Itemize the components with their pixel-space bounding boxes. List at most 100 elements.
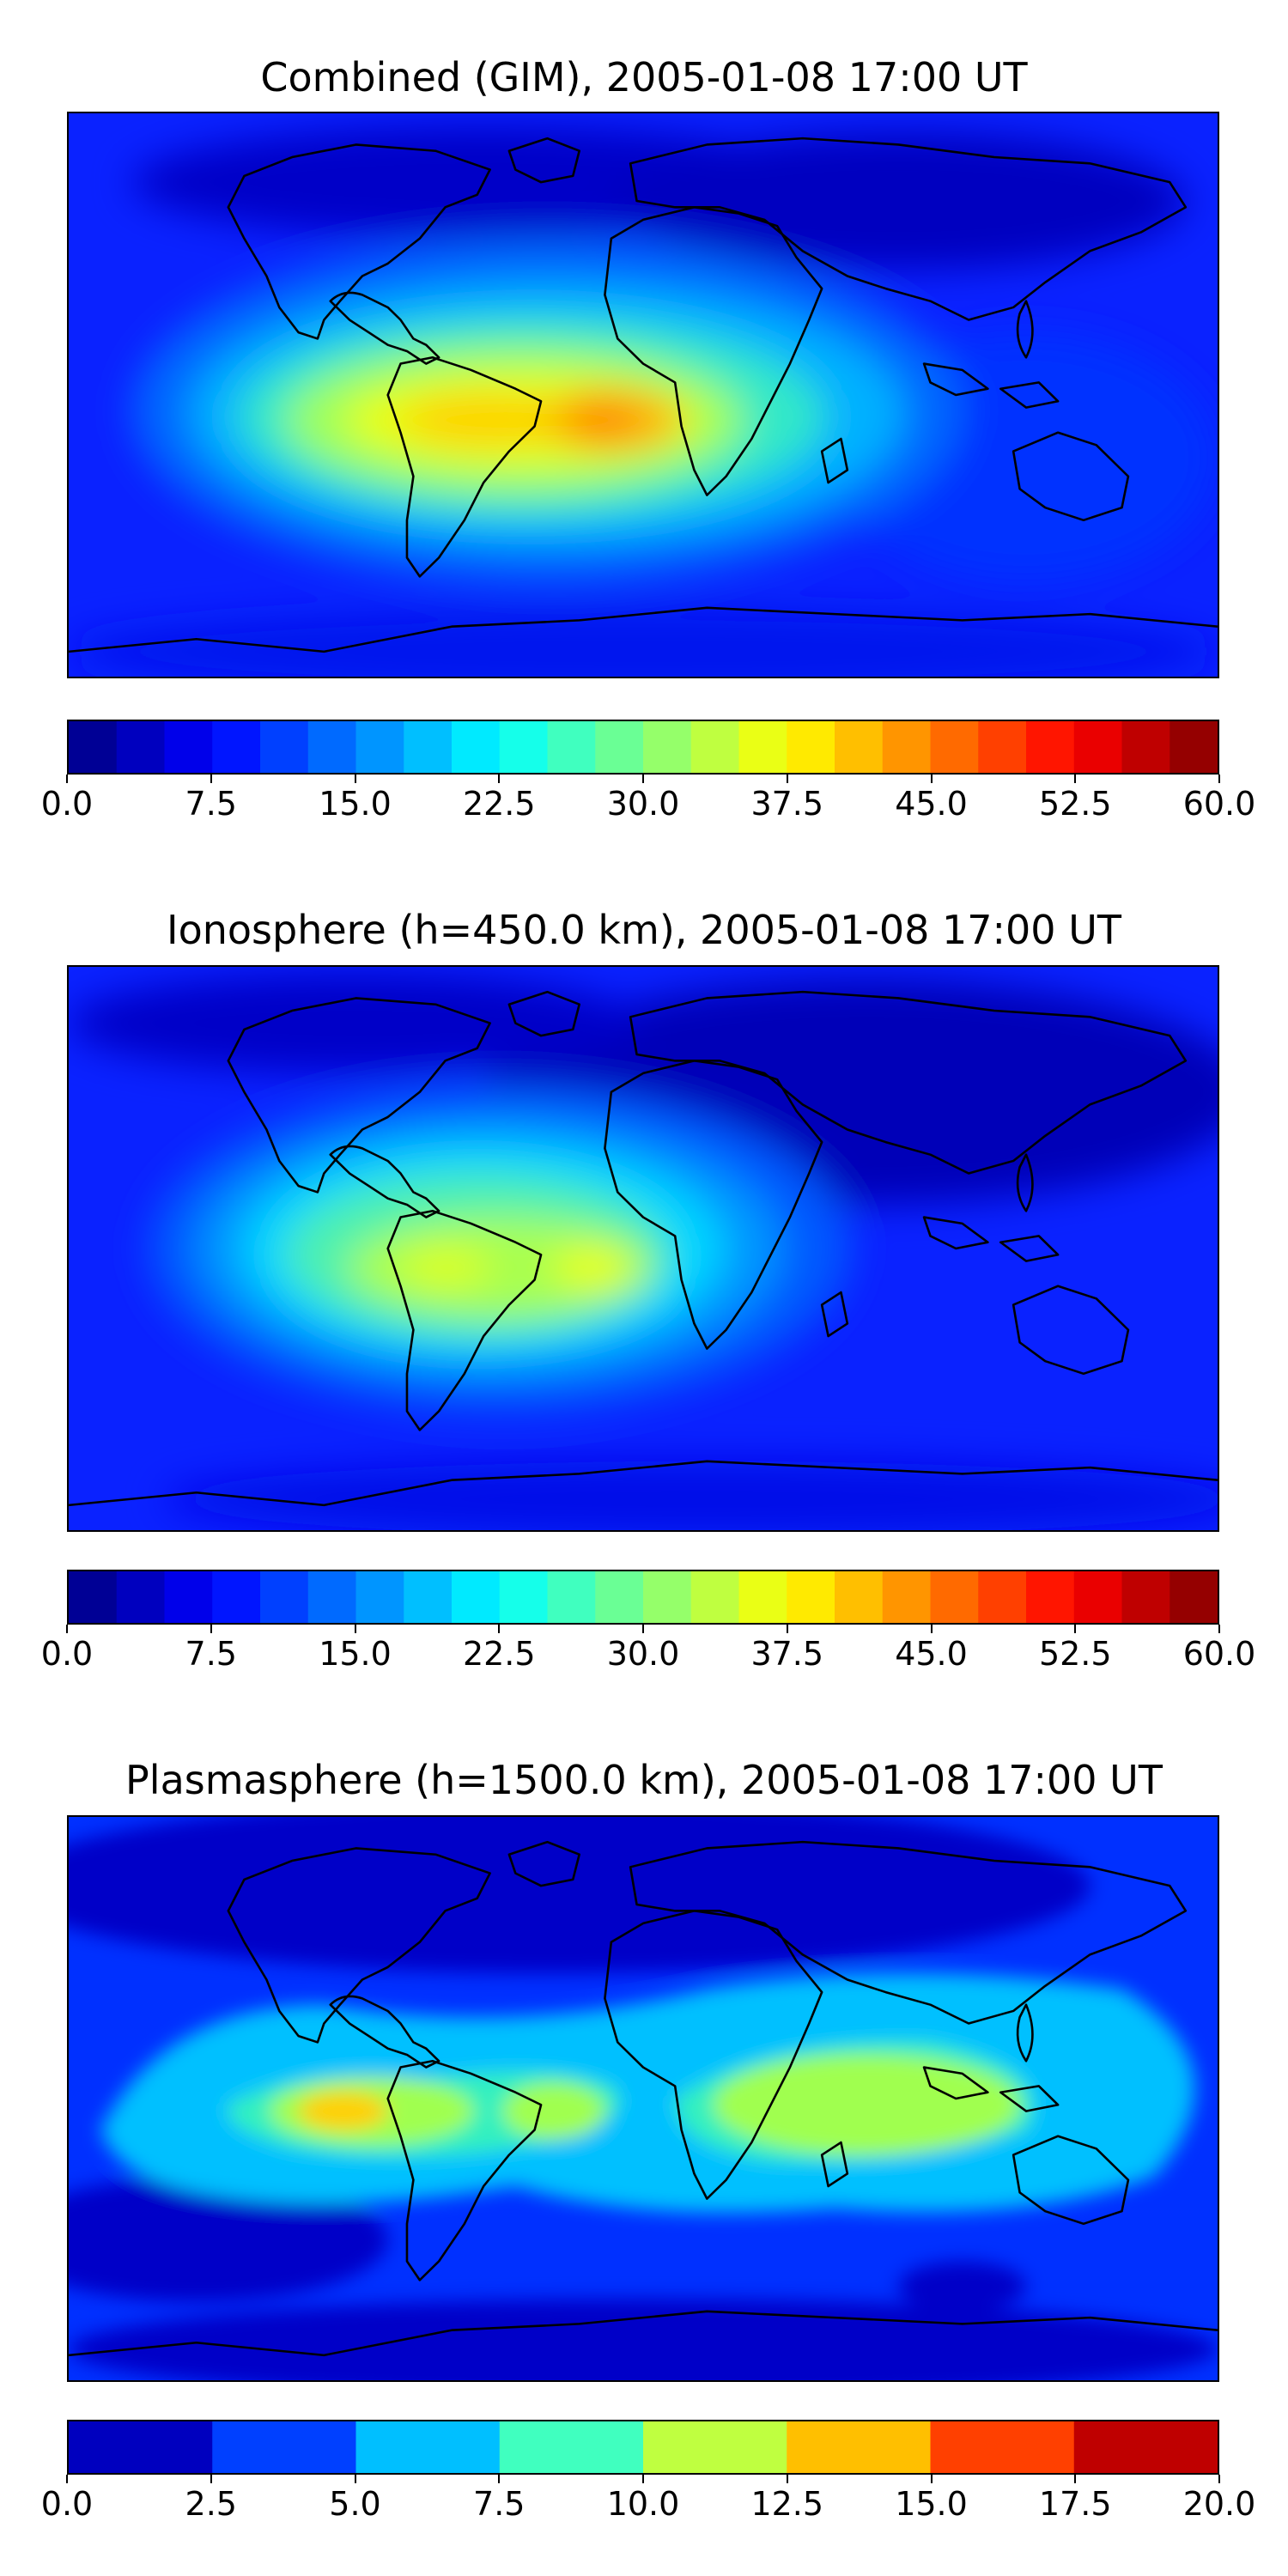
colorbar-level (978, 721, 1028, 773)
colorbar-level (930, 1571, 980, 1623)
colorbar-tick-mark (498, 1625, 501, 1633)
panel-2-title: Ionosphere (h=450.0 km), 2005-01-08 17:0… (167, 907, 1121, 953)
colorbar-level (1026, 721, 1075, 773)
colorbar-level (738, 1571, 788, 1623)
colorbar-tick-mark (642, 775, 644, 783)
colorbar-tick-mark (930, 775, 933, 783)
colorbar-level (355, 1571, 405, 1623)
colorbar-level (835, 721, 884, 773)
colorbar-level (1121, 1571, 1171, 1623)
colorbar-level (164, 1571, 214, 1623)
colorbar-tick-label: 5.0 (329, 2485, 381, 2523)
colorbar-level (930, 2421, 1078, 2473)
colorbar-level (307, 1571, 357, 1623)
colorbar-level (212, 721, 262, 773)
colorbar-tick-mark (786, 1625, 788, 1633)
colorbar-tick-mark (1218, 2475, 1220, 2483)
colorbar-tick-mark (354, 2475, 356, 2483)
colorbar-tick-label: 0.0 (40, 785, 94, 823)
colorbar-tick-mark (210, 1625, 212, 1633)
colorbar-level (1073, 1571, 1123, 1623)
colorbar-level (978, 1571, 1028, 1623)
colorbar-tick-mark (1074, 1625, 1077, 1633)
colorbar-tick-label: 2.5 (185, 2485, 237, 2523)
colorbar-level (787, 2421, 933, 2473)
colorbar-level (69, 1571, 118, 1623)
colorbar-tick-label: 7.5 (185, 1635, 237, 1673)
colorbar-tick-mark (210, 2475, 212, 2483)
colorbar-tick-mark (498, 775, 501, 783)
colorbar-tick-label: 7.5 (185, 785, 237, 823)
colorbar-tick-mark (66, 1625, 68, 1633)
panel-1-map (67, 112, 1219, 678)
panel-1-colorbar (67, 720, 1219, 775)
colorbar-tick-mark (1218, 1625, 1220, 1633)
colorbar-level (404, 1571, 453, 1623)
colorbar-tick-label: 17.5 (1038, 2485, 1112, 2523)
colorbar-tick-label: 52.5 (1038, 785, 1112, 823)
colorbar-level (499, 2421, 647, 2473)
colorbar-level (595, 721, 645, 773)
panel-3-colorbar (67, 2420, 1219, 2475)
colorbar-tick-mark (66, 2475, 68, 2483)
panel-2-map (67, 965, 1219, 1532)
colorbar-tick-mark (66, 775, 68, 783)
colorbar-level (1026, 1571, 1075, 1623)
colorbar-level (69, 721, 118, 773)
colorbar-level (452, 1571, 501, 1623)
colorbar-level (738, 721, 788, 773)
colorbar-level (882, 1571, 932, 1623)
colorbar-tick-label: 30.0 (606, 1635, 680, 1673)
colorbar-level (260, 721, 309, 773)
colorbar-tick-label: 45.0 (895, 785, 968, 823)
colorbar-level (307, 721, 357, 773)
colorbar-level (212, 1571, 262, 1623)
colorbar-tick-label: 22.5 (462, 785, 536, 823)
colorbar-tick-label: 15.0 (319, 1635, 392, 1673)
colorbar-level (1170, 1571, 1218, 1623)
colorbar-tick-mark (786, 775, 788, 783)
colorbar-tick-label: 52.5 (1038, 1635, 1112, 1673)
colorbar-tick-label: 37.5 (750, 1635, 824, 1673)
colorbar-level (643, 2421, 790, 2473)
panel-3-colorbar-ticks: 0.0 2.5 5.0 7.5 10.0 12.5 15.0 17.5 20.0 (41, 2475, 1255, 2526)
colorbar-tick-label: 0.0 (40, 1635, 94, 1673)
colorbar-level (116, 1571, 166, 1623)
colorbar-level (930, 721, 980, 773)
colorbar-tick-mark (354, 775, 356, 783)
colorbar-tick-label: 37.5 (750, 785, 824, 823)
colorbar-level (499, 721, 549, 773)
colorbar-level (787, 721, 836, 773)
colorbar-tick-mark (786, 2475, 788, 2483)
colorbar-tick-label: 30.0 (606, 785, 680, 823)
colorbar-tick-label: 60.0 (1182, 785, 1256, 823)
colorbar-tick-label: 0.0 (40, 2485, 94, 2523)
colorbar-level (1121, 721, 1171, 773)
colorbar-level (835, 1571, 884, 1623)
colorbar-tick-mark (1074, 2475, 1077, 2483)
colorbar-level (404, 721, 453, 773)
colorbar-level (882, 721, 932, 773)
panel-3-map (67, 1815, 1219, 2382)
colorbar-level (547, 1571, 597, 1623)
colorbar-level (260, 1571, 309, 1623)
colorbar-level (1073, 721, 1123, 773)
panel-2-colorbar (67, 1570, 1219, 1625)
colorbar-tick-label: 20.0 (1182, 2485, 1256, 2523)
colorbar-level (787, 1571, 836, 1623)
colorbar-tick-mark (210, 775, 212, 783)
colorbar-level (212, 2421, 359, 2473)
colorbar-level (595, 1571, 645, 1623)
colorbar-tick-label: 10.0 (606, 2485, 680, 2523)
coastline-group (69, 137, 1218, 653)
colorbar-tick-label: 15.0 (319, 785, 392, 823)
colorbar-tick-mark (642, 1625, 644, 1633)
colorbar-level (690, 721, 740, 773)
colorbar-tick-mark (642, 2475, 644, 2483)
panel-2-colorbar-ticks: 0.0 7.5 15.0 22.5 30.0 37.5 45.0 52.5 60.0 (41, 1625, 1255, 1676)
colorbar-level (452, 721, 501, 773)
panel-3-title: Plasmasphere (h=1500.0 km), 2005-01-08 1… (125, 1757, 1163, 1803)
colorbar-level (1073, 2421, 1218, 2473)
colorbar-tick-label: 12.5 (750, 2485, 824, 2523)
colorbar-level (1170, 721, 1218, 773)
